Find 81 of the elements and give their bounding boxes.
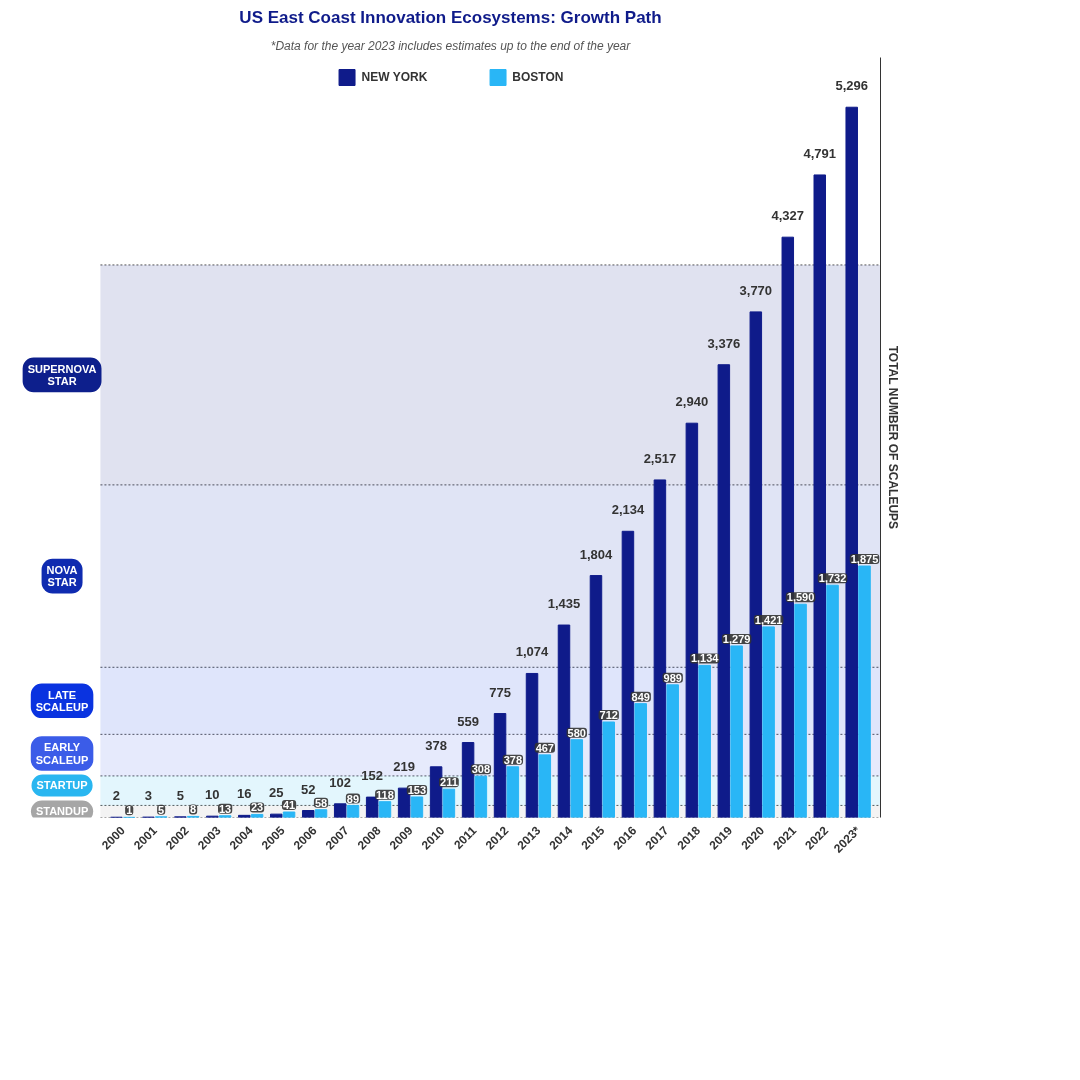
data-label: 1,732 (818, 572, 847, 585)
legend-label: BOSTON (512, 70, 564, 84)
data-label: 4,327 (771, 208, 805, 224)
bar (858, 565, 871, 818)
data-label: 219 (393, 759, 415, 775)
data-label: 378 (503, 753, 523, 766)
bar (538, 754, 552, 818)
data-label: 2,517 (643, 450, 677, 466)
band-label: SUPERNOVA STAR (27, 362, 97, 388)
bar (634, 703, 647, 818)
data-label: 153 (407, 783, 427, 796)
data-label: 989 (663, 671, 682, 684)
data-label: 58 (314, 796, 328, 809)
y-axis-title: TOTAL NUMBER OF SCALEUPS (885, 345, 900, 530)
bar (666, 684, 679, 818)
bar (762, 626, 775, 818)
data-label: 211 (440, 776, 458, 789)
band-label: STANDUP (35, 805, 89, 818)
legend-label: NEW YORK (361, 70, 428, 84)
data-label: 102 (329, 774, 352, 790)
data-label: 2 (112, 788, 121, 804)
data-label: 3,376 (707, 335, 741, 351)
data-label: 13 (218, 802, 232, 815)
data-label: 775 (489, 684, 511, 700)
data-label: 1,279 (722, 632, 751, 645)
data-label: 52 (301, 781, 316, 797)
bar (698, 664, 711, 818)
bar (314, 809, 328, 818)
data-label: 580 (567, 726, 586, 739)
chart-title: US East Coast Innovation Ecosystems: Growth Path (239, 7, 662, 27)
bar (570, 739, 584, 818)
data-label: 1,074 (515, 644, 550, 660)
data-label: 5 (158, 803, 165, 816)
data-label: 10 (205, 787, 220, 803)
band-label: EARLY SCALEUP (35, 741, 89, 766)
bar (474, 775, 488, 818)
band-label: LATE SCALEUP (35, 688, 89, 714)
data-label: 308 (471, 763, 491, 776)
data-label: 1,875 (850, 553, 879, 566)
data-label: 16 (237, 786, 252, 802)
data-label: 2,134 (611, 502, 645, 518)
data-label: 152 (361, 768, 384, 784)
chart-subtitle: *Data for the year 2023 includes estimates up to the end of the year (270, 38, 632, 53)
data-label: 5,296 (835, 78, 869, 94)
bar (346, 805, 360, 818)
data-label: 89 (346, 792, 360, 805)
data-label: 3,770 (739, 282, 773, 298)
bar (410, 796, 424, 818)
data-label: 1,804 (579, 546, 613, 562)
data-label: 41 (282, 799, 296, 811)
data-label: 3 (144, 788, 152, 804)
bar (378, 801, 392, 818)
data-label: 4,791 (803, 145, 837, 161)
data-label: 1,435 (547, 596, 581, 612)
data-label: 712 (599, 709, 618, 722)
band-label: STARTUP (36, 779, 88, 792)
data-label: 23 (250, 801, 264, 814)
data-label: 25 (269, 785, 284, 801)
data-label: 559 (457, 713, 479, 729)
bar (442, 788, 456, 818)
band-label: NOVA STAR (46, 563, 78, 589)
data-label: 1,134 (690, 652, 720, 665)
bar (506, 766, 520, 818)
data-label: 1 (126, 804, 133, 817)
bar (282, 811, 296, 818)
data-label: 1,590 (786, 591, 815, 604)
data-label: 8 (190, 803, 197, 816)
bar (602, 721, 616, 818)
data-label: 2,940 (675, 394, 709, 410)
data-label: 849 (631, 690, 650, 703)
bar (301, 810, 315, 818)
bar (794, 603, 807, 818)
bar (730, 645, 743, 818)
data-label: 118 (376, 788, 394, 801)
bar (270, 813, 283, 818)
bar (826, 584, 839, 818)
data-label: 467 (535, 741, 554, 754)
data-label: 1,421 (754, 613, 783, 626)
data-label: 378 (425, 737, 447, 753)
bar (333, 803, 347, 818)
data-label: 5 (176, 787, 184, 803)
